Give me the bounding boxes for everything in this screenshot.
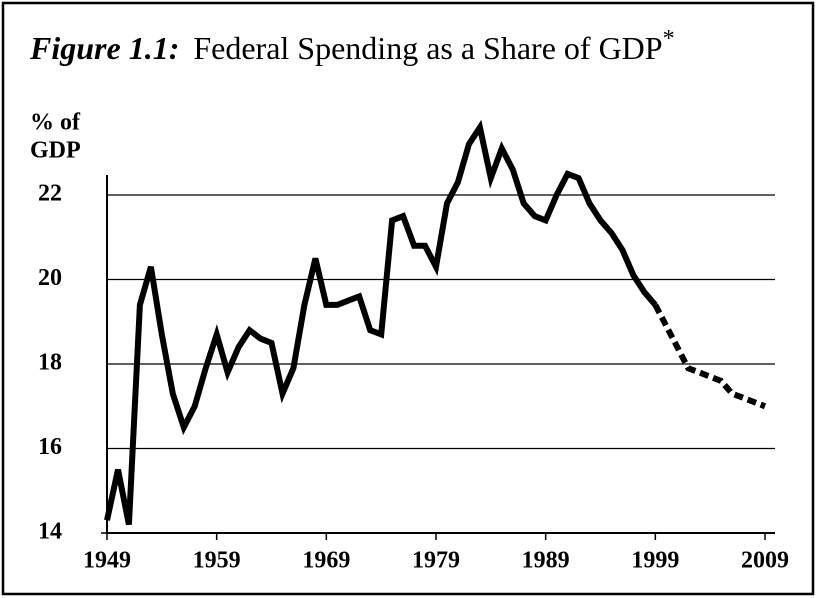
chart-title: Figure 1.1: Federal Spending as a Share o… (29, 26, 675, 67)
x-tick-label: 1959 (193, 548, 241, 574)
title-main: Federal Spending as a Share of GDP (193, 30, 662, 66)
x-tick-label: 2009 (741, 548, 789, 574)
y-tick-label: 22 (38, 181, 62, 207)
x-tick-label: 1949 (83, 548, 131, 574)
y-tick-label: 18 (38, 350, 62, 376)
series-line (104, 119, 658, 526)
y-tick-label: 14 (38, 519, 62, 545)
x-tick-label: 1979 (412, 548, 460, 574)
y-axis-label: % of (30, 110, 81, 136)
y-axis-label: GDP (30, 138, 81, 164)
title-prefix: Figure 1.1: (29, 30, 179, 66)
title-mark: * (663, 26, 675, 52)
y-tick-label: 20 (38, 265, 62, 291)
x-tick-label: 1969 (302, 548, 350, 574)
x-tick-label: 1989 (522, 548, 570, 574)
x-tick-label: 1999 (631, 548, 679, 574)
y-tick-label: 16 (38, 434, 62, 460)
